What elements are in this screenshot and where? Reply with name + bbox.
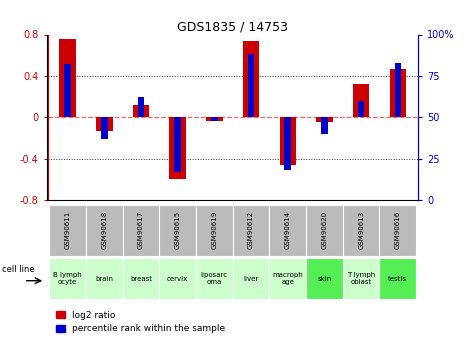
Bar — [321, 117, 328, 134]
Bar — [316, 117, 332, 122]
Bar — [380, 258, 416, 299]
Text: GSM90617: GSM90617 — [138, 211, 144, 249]
Bar — [353, 84, 370, 117]
Bar — [233, 258, 269, 299]
Bar — [138, 97, 144, 117]
Bar — [269, 205, 306, 256]
Text: liposarc
oma: liposarc oma — [201, 272, 228, 285]
Text: cell line: cell line — [2, 265, 35, 275]
Bar — [380, 205, 416, 256]
Bar — [196, 205, 233, 256]
Bar — [358, 101, 364, 117]
Text: breast: breast — [130, 276, 152, 282]
Bar — [123, 258, 160, 299]
Bar — [279, 117, 296, 165]
Bar — [243, 41, 259, 117]
Bar — [96, 117, 113, 131]
Text: testis: testis — [389, 276, 408, 282]
Bar — [160, 205, 196, 256]
Bar — [160, 258, 196, 299]
Bar — [59, 39, 76, 117]
Bar — [196, 258, 233, 299]
Bar — [65, 64, 71, 117]
Bar — [395, 63, 401, 117]
Text: B lymph
ocyte: B lymph ocyte — [53, 272, 82, 285]
Text: liver: liver — [244, 276, 259, 282]
Text: GSM90614: GSM90614 — [285, 211, 291, 249]
Text: macroph
age: macroph age — [272, 272, 303, 285]
Text: brain: brain — [95, 276, 114, 282]
Bar — [211, 117, 218, 121]
Bar — [343, 258, 380, 299]
Bar — [174, 117, 181, 172]
Bar — [86, 258, 123, 299]
Bar — [390, 69, 406, 117]
Bar — [49, 205, 86, 256]
Text: GSM90620: GSM90620 — [322, 211, 327, 249]
Bar — [233, 205, 269, 256]
Bar — [306, 205, 343, 256]
Text: GSM90619: GSM90619 — [211, 211, 218, 249]
Title: GDS1835 / 14753: GDS1835 / 14753 — [177, 20, 288, 33]
Text: T lymph
oblast: T lymph oblast — [347, 272, 375, 285]
Text: cervix: cervix — [167, 276, 189, 282]
Bar — [285, 117, 291, 170]
Text: skin: skin — [317, 276, 332, 282]
Bar — [49, 258, 86, 299]
Bar — [170, 117, 186, 179]
Text: GSM90612: GSM90612 — [248, 211, 254, 249]
Text: GSM90616: GSM90616 — [395, 211, 401, 249]
Bar — [248, 55, 255, 117]
Bar — [206, 117, 223, 121]
Text: GSM90615: GSM90615 — [175, 211, 180, 249]
Text: GSM90611: GSM90611 — [65, 211, 71, 249]
Bar — [306, 258, 343, 299]
Text: GSM90618: GSM90618 — [101, 211, 107, 249]
Bar — [123, 205, 160, 256]
Legend: log2 ratio, percentile rank within the sample: log2 ratio, percentile rank within the s… — [52, 307, 228, 337]
Bar — [133, 105, 149, 117]
Text: GSM90613: GSM90613 — [358, 211, 364, 249]
Bar — [86, 205, 123, 256]
Bar — [269, 258, 306, 299]
Bar — [343, 205, 380, 256]
Bar — [101, 117, 108, 139]
